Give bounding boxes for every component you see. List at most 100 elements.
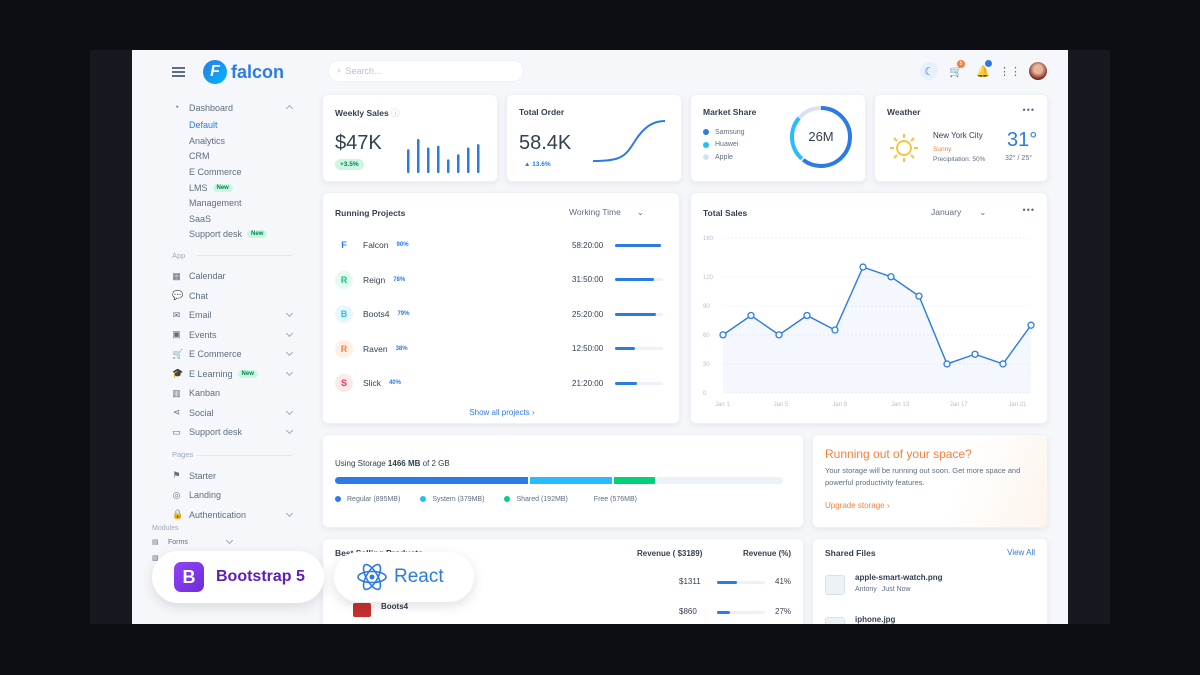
sidebar-subitem-label: CRM xyxy=(189,151,210,162)
legend-label: Huawei xyxy=(715,141,739,149)
sidebar-subitem[interactable]: Support desk New xyxy=(172,227,292,243)
project-name: Reign xyxy=(363,274,386,285)
react-logo-icon xyxy=(357,563,387,591)
weekly-sales-bar xyxy=(477,144,480,173)
sidebar-item-dashboard[interactable]: ◔ Dashboard xyxy=(172,98,294,118)
shared-files-card: Shared Files View All apple-smart-watch.… xyxy=(812,538,1048,624)
product-revenue: $860 xyxy=(679,607,697,616)
sun-icon xyxy=(890,134,918,162)
sidebar-subitem[interactable]: LMS New xyxy=(172,180,292,196)
project-row[interactable]: F Falcon 90% 58:20:00 xyxy=(335,228,663,262)
sidebar-subitem[interactable]: Default xyxy=(172,118,292,134)
legend-item: Huawei xyxy=(703,139,745,152)
project-row[interactable]: R Raven 38% 12:50:00 xyxy=(335,332,663,366)
falcon-logo-icon[interactable]: F xyxy=(203,60,227,84)
brand-name[interactable]: falcon xyxy=(231,61,285,82)
revenue-progress-fill xyxy=(717,611,730,614)
react-label: React xyxy=(394,566,444,587)
project-time: 12:50:00 xyxy=(572,344,604,353)
react-badge: React xyxy=(334,552,474,602)
sidebar-item[interactable]: ▤ Forms xyxy=(152,534,272,550)
card-title: Market Share xyxy=(703,107,757,117)
sidebar-item[interactable]: ◎ Landing xyxy=(172,485,292,505)
sales-point[interactable] xyxy=(719,331,727,339)
sidebar-item[interactable]: 🔒 Authentication xyxy=(172,505,294,525)
project-row[interactable]: B Boots4 79% 25:20:00 xyxy=(335,297,663,331)
project-row[interactable]: S Slick 40% 21:20:00 xyxy=(335,366,663,400)
sales-point[interactable] xyxy=(887,273,895,281)
sales-point[interactable] xyxy=(915,292,923,300)
sidebar-subitem[interactable]: Management xyxy=(172,195,292,211)
project-avatar: R xyxy=(335,270,353,289)
weekly-sales-value: $47K xyxy=(335,132,382,154)
flag-icon: ⚑ xyxy=(172,470,181,480)
sidebar-subitem-label: Analytics xyxy=(189,135,226,146)
file-thumbnail-icon xyxy=(825,617,845,624)
file-icon: ▤ xyxy=(152,539,159,546)
sales-point[interactable] xyxy=(803,311,811,320)
sidebar-subitem[interactable]: Analytics xyxy=(172,133,292,149)
working-time-select[interactable]: Working Time ⌄ xyxy=(569,207,644,217)
bell-icon[interactable]: 🔔 xyxy=(974,60,992,80)
sidebar-item-label: Calendar xyxy=(189,271,226,281)
revenue-column-header: Revenue ( $3189) xyxy=(637,549,703,558)
sidebar-item[interactable]: ▭ Support desk xyxy=(172,422,294,442)
sidebar-item[interactable]: 🎓 E Learning New xyxy=(172,364,294,384)
sales-point[interactable] xyxy=(775,331,783,339)
cart-icon[interactable]: 🛒 5 xyxy=(947,60,965,80)
sidebar-item-label: Starter xyxy=(189,470,217,481)
more-options-icon[interactable]: ••• xyxy=(1022,105,1035,115)
menu-toggle-icon[interactable] xyxy=(172,67,185,77)
sales-line xyxy=(722,266,1032,365)
sidebar-item[interactable]: 💬 Chat xyxy=(172,286,292,306)
theme-toggle-moon-icon[interactable]: ☾ xyxy=(920,62,938,80)
file-name[interactable]: iphone.jpg xyxy=(855,615,896,624)
sales-point[interactable] xyxy=(1027,321,1035,329)
card-title: Weekly Sales ⓘ xyxy=(335,108,400,118)
avatar[interactable] xyxy=(1028,61,1048,81)
project-progress-bar xyxy=(615,278,663,281)
sidebar-item[interactable]: ▥ Kanban xyxy=(172,383,292,403)
sidebar-item-label: Landing xyxy=(189,490,222,500)
sidebar-item[interactable]: ✉ Email xyxy=(172,305,294,325)
sidebar-subitem[interactable]: CRM xyxy=(172,149,292,165)
upgrade-storage-link[interactable]: Upgrade storage › xyxy=(825,501,890,510)
chevron-down-icon xyxy=(225,536,234,545)
sidebar-item[interactable]: ▣ Events xyxy=(172,325,294,345)
chevron-down-icon xyxy=(285,407,294,415)
more-options-icon[interactable]: ••• xyxy=(1022,205,1035,215)
product-revenue-pct: 27% xyxy=(775,607,792,616)
sidebar-item[interactable]: 🛒 E Commerce xyxy=(172,344,294,364)
show-all-projects-link[interactable]: Show all projects › xyxy=(469,408,535,417)
product-name[interactable]: Boots4 xyxy=(381,602,409,611)
sidebar-item[interactable]: ⋖ Social xyxy=(172,403,294,423)
sidebar-subitem-label: Default xyxy=(189,120,218,131)
apps-grid-icon[interactable]: ⋮⋮ xyxy=(999,65,1021,78)
sales-point[interactable] xyxy=(999,360,1007,368)
sales-point[interactable] xyxy=(971,350,979,358)
market-share-card: Market Share Samsung Huawei Apple 26M xyxy=(690,94,866,182)
file-name[interactable]: apple-smart-watch.png xyxy=(855,573,943,582)
month-select[interactable]: January ⌄ xyxy=(931,207,987,217)
project-row[interactable]: R Reign 78% 31:50:00 xyxy=(335,263,663,297)
sidebar-item[interactable]: ⚑ Starter xyxy=(172,466,292,486)
sidebar-item[interactable]: ▦ Calendar xyxy=(172,266,292,286)
sidebar-subitem[interactable]: SaaS xyxy=(172,211,292,227)
view-all-link[interactable]: View All xyxy=(1007,548,1035,557)
sales-point[interactable] xyxy=(943,360,951,368)
product-thumbnail xyxy=(353,603,371,617)
promo-body: Your storage will be running out soon. G… xyxy=(825,466,1021,487)
total-sales-line-chart: 160 120 90 60 30 0 Jan 1 Jan 5 Jan 9 Jan 13 Jan 17… xyxy=(703,236,1035,408)
project-percent: 40% xyxy=(388,380,401,386)
y-tick-label: 90 xyxy=(703,304,710,310)
sidebar-subitem[interactable]: E Commerce xyxy=(172,164,292,180)
weather-precipitation: Precipitation: 50% xyxy=(933,156,986,163)
sales-point[interactable] xyxy=(859,263,867,271)
sales-point[interactable] xyxy=(831,326,839,334)
total-order-sparkline xyxy=(592,120,666,162)
sales-point[interactable] xyxy=(747,311,755,320)
cart-icon: 🛒 xyxy=(172,348,184,359)
file-thumbnail-icon xyxy=(825,575,845,595)
search-input[interactable]: ⌕ Search... xyxy=(328,60,524,82)
product-revenue-pct: 41% xyxy=(775,577,792,586)
